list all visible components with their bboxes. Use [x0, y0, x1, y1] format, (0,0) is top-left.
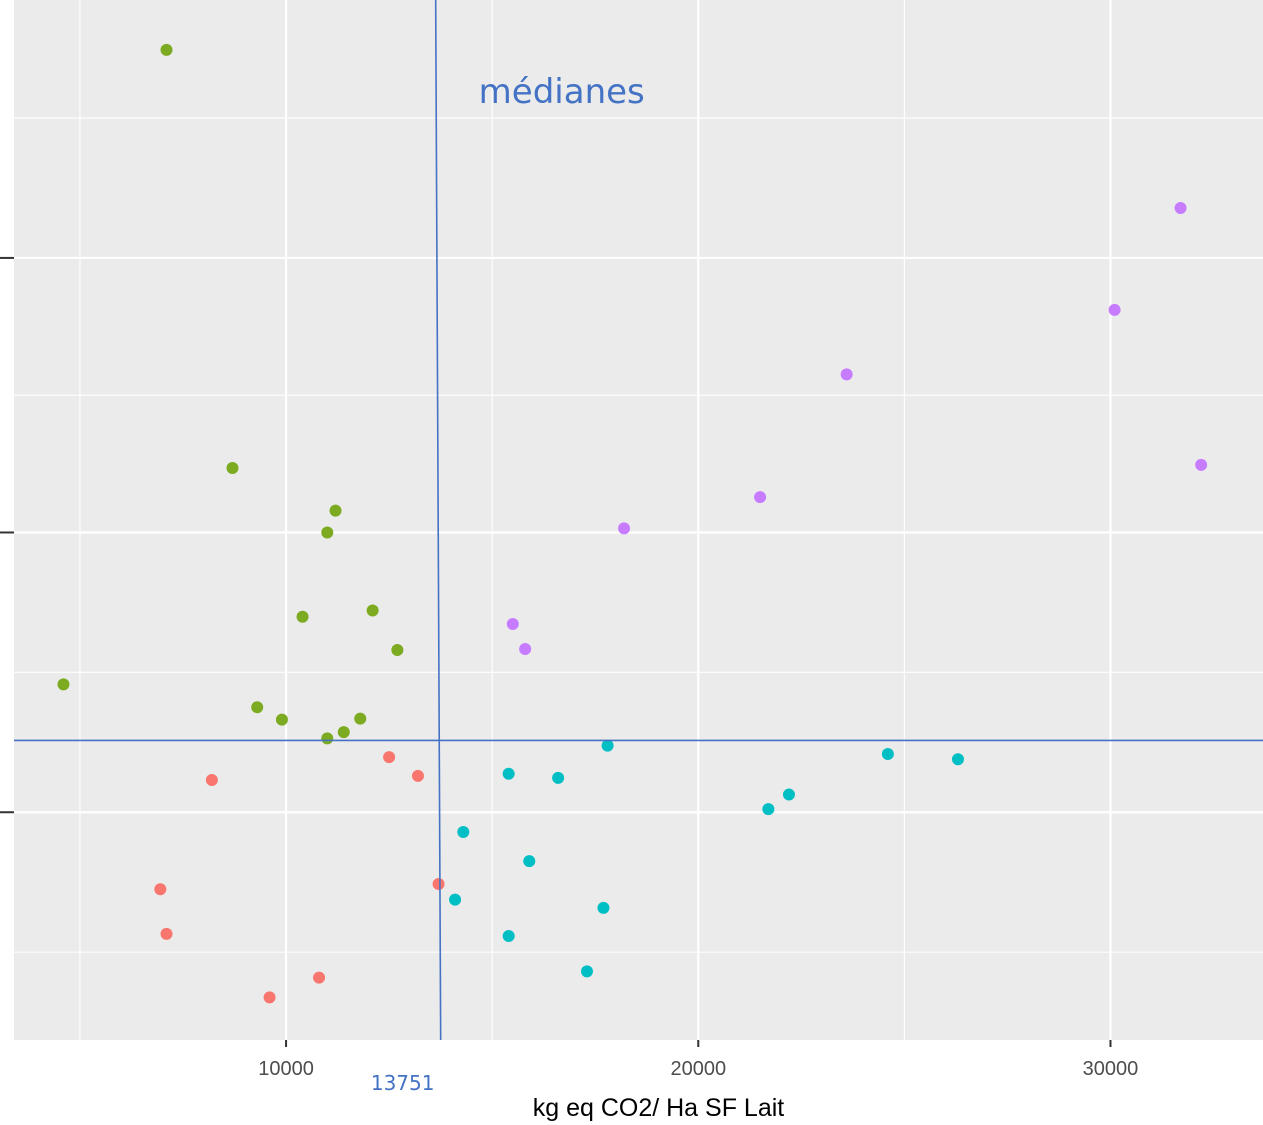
data-point: [580, 965, 593, 978]
data-point: [506, 618, 519, 630]
data-point: [226, 462, 239, 474]
data-point: [321, 732, 334, 745]
data-point: [597, 901, 610, 914]
grid-lines: [14, 0, 1263, 1040]
data-point: [160, 43, 173, 56]
x-tick-label: 30000: [1083, 1058, 1139, 1080]
data-point: [366, 604, 379, 617]
x-axis-title: kg eq CO2/ Ha SF Lait: [533, 1094, 785, 1122]
data-point: [782, 788, 795, 801]
data-point: [154, 883, 167, 896]
data-point: [449, 893, 462, 906]
data-point: [1108, 303, 1121, 316]
data-point: [951, 753, 964, 766]
data-point: [411, 769, 424, 782]
data-point: [754, 491, 767, 504]
data-point: [313, 971, 326, 984]
x-axis-ticks: 10000 20000 30000: [258, 1040, 1138, 1080]
data-point: [383, 751, 396, 764]
data-point: [296, 610, 309, 623]
data-point: [552, 771, 565, 784]
median-vertical-line: [434, 0, 442, 1041]
data-point: [601, 739, 614, 752]
data-point: [354, 712, 367, 725]
data-point: [762, 803, 775, 816]
median-lines: [14, 0, 1263, 1041]
plot-panel: [14, 0, 1263, 1040]
data-point: [1174, 202, 1187, 214]
data-point: [881, 748, 894, 760]
data-point: [523, 855, 536, 868]
data-point: [321, 526, 334, 539]
data-point: [205, 774, 218, 786]
x-tick-label: 20000: [670, 1058, 726, 1080]
data-point: [275, 713, 288, 726]
data-point: [502, 930, 515, 942]
data-point: [263, 991, 276, 1004]
median-label: médianes: [479, 72, 645, 112]
data-points: [57, 43, 1208, 1004]
x-tick-label: 10000: [258, 1058, 314, 1080]
data-point: [457, 826, 470, 838]
data-point: [251, 701, 264, 714]
data-point: [840, 368, 853, 381]
data-point: [519, 642, 532, 655]
data-point: [391, 644, 404, 656]
data-point: [432, 878, 445, 890]
data-point: [337, 726, 350, 739]
data-point: [329, 504, 342, 517]
data-point: [1195, 458, 1208, 471]
data-point: [502, 767, 515, 780]
y-axis-ticks: [0, 256, 14, 814]
data-point: [618, 522, 631, 535]
data-point: [160, 927, 173, 940]
data-point: [57, 678, 70, 691]
median-x-value-label: 13751: [371, 1071, 435, 1095]
